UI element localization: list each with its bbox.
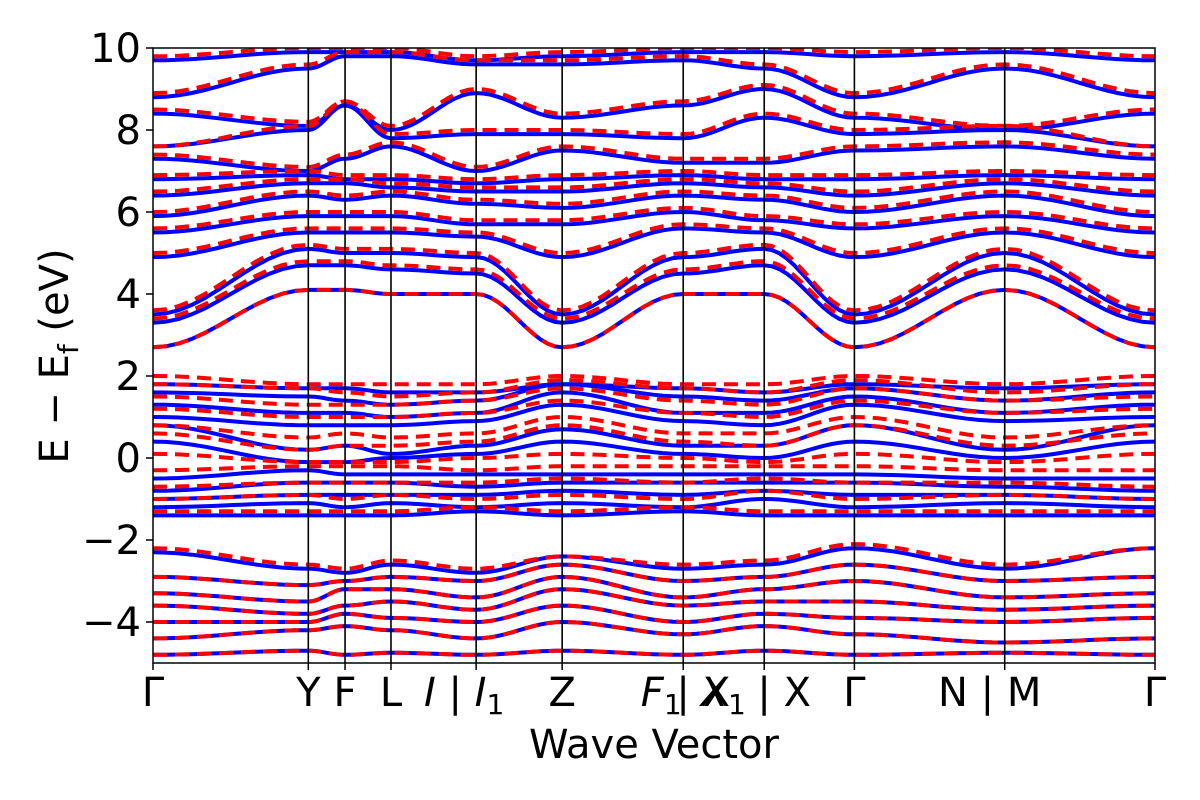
band-down-13 <box>153 414 1155 440</box>
x-tick-label: N | M <box>938 670 1041 716</box>
band-down-6 <box>153 542 1155 571</box>
band-down-8 <box>153 488 1155 502</box>
band-down-3 <box>153 587 1155 616</box>
x-tick-label-main: N | M <box>938 670 1041 716</box>
y-tick-label: 2 <box>116 354 141 400</box>
band-down-16 <box>153 378 1155 399</box>
x-tick-label-main: Y <box>295 670 321 716</box>
x-tick-label-sub: 1 <box>728 688 746 721</box>
x-axis-title: Wave Vector <box>529 722 780 768</box>
x-tick-label-sub: 1 <box>486 688 504 721</box>
x-tick-label: F1 <box>641 670 682 721</box>
x-tick-label-sub: 1 <box>664 688 682 721</box>
band-down-22 <box>153 205 1155 231</box>
band-down-28 <box>153 82 1155 128</box>
x-tick-label: F <box>334 670 357 716</box>
band-down-24 <box>153 177 1155 194</box>
y-axis-title-unit: (eV) <box>32 248 78 344</box>
x-tick-label: Γ <box>142 670 165 716</box>
band-down-29 <box>153 50 1155 96</box>
x-tick-label-main: X <box>699 670 730 716</box>
x-tick-label-main: Γ <box>843 670 866 716</box>
band-down-14 <box>153 398 1155 420</box>
x-tick-label-main: | X <box>676 670 730 716</box>
band-down-2 <box>153 603 1155 625</box>
y-tick-label: −2 <box>82 518 141 564</box>
y-tick-label: 10 <box>90 26 141 72</box>
y-axis-title-main: E − E <box>32 354 78 464</box>
x-tick-label: Y <box>295 670 321 716</box>
high-symmetry-lines <box>307 48 1006 663</box>
y-tick-label: −4 <box>82 600 141 646</box>
x-tick-label-main: I | I <box>424 670 487 716</box>
x-tick-label-main: Γ <box>142 670 165 716</box>
x-tick-label-main: L <box>380 670 403 716</box>
band-down-18 <box>153 287 1155 350</box>
x-tick-label-main: F <box>641 670 665 716</box>
band-down-21 <box>153 222 1155 256</box>
x-tick-label-main: Γ <box>1144 670 1167 716</box>
x-tick-label: Z <box>548 670 575 716</box>
y-tick-label: 0 <box>116 436 141 482</box>
x-tick-label: L <box>380 670 403 716</box>
x-tick-label-main: F <box>334 670 357 716</box>
x-tick-label: Γ <box>1144 670 1167 716</box>
y-axis-title-sub: f <box>52 343 85 354</box>
band-down-4 <box>153 574 1155 604</box>
band-down-15 <box>153 386 1155 407</box>
x-tick-label-main: Z <box>548 670 575 716</box>
band-down-5 <box>153 562 1155 588</box>
band-down-1 <box>153 619 1155 645</box>
y-axis-title: E − Ef (eV) <box>32 248 85 463</box>
x-tick-label: X1 <box>699 670 746 721</box>
x-tick-label: I | I1 <box>424 670 504 721</box>
y-axis-ticks: −4 −2 0 2 4 6 8 10 <box>82 26 153 646</box>
band-down-30 <box>153 48 1155 59</box>
y-tick-label: 8 <box>116 108 141 154</box>
y-tick-label: 4 <box>116 272 141 318</box>
band-down-12 <box>153 423 1155 452</box>
y-tick-label: 6 <box>116 190 141 236</box>
x-tick-label: | X <box>676 670 730 716</box>
band-down-23 <box>153 189 1155 214</box>
plot-frame <box>152 47 1156 664</box>
x-tick-label: | X <box>757 670 811 716</box>
x-tick-label: Γ <box>843 670 866 716</box>
x-tick-label-main: | X <box>757 670 811 716</box>
